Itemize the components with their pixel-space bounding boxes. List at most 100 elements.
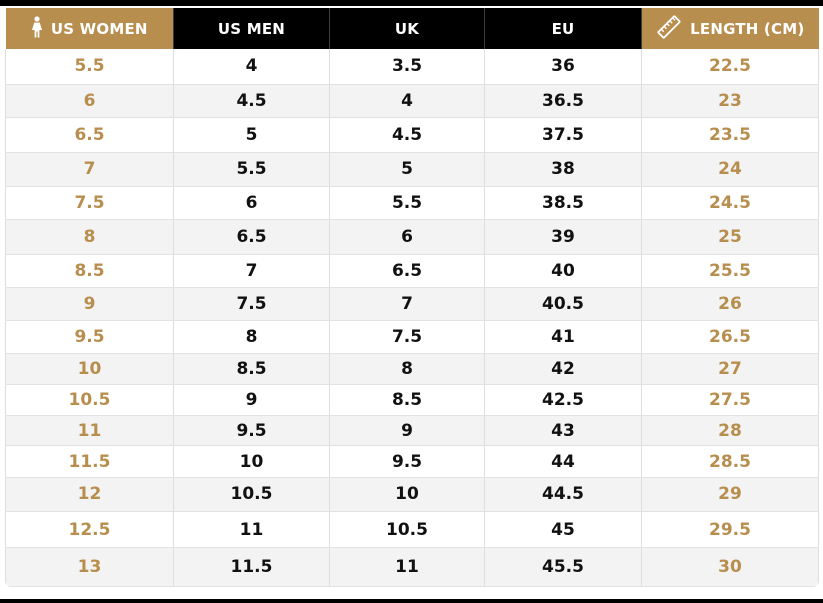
ruler-icon <box>656 14 682 44</box>
table-row: 6 4.5 4 36.5 23 <box>5 84 819 119</box>
cell-uk: 4.5 <box>329 117 485 153</box>
cell-us-women: 10.5 <box>5 384 174 417</box>
cell-us-men: 7 <box>173 254 330 288</box>
header-us-men: US MEN <box>173 8 330 49</box>
cell-uk: 7.5 <box>329 320 485 354</box>
cell-us-women: 8.5 <box>5 254 174 288</box>
cell-length: 27.5 <box>641 384 819 417</box>
cell-eu: 36 <box>484 49 642 85</box>
header-uk: UK <box>329 8 485 49</box>
cell-uk: 4 <box>329 84 485 119</box>
cell-us-men: 11.5 <box>173 547 330 587</box>
cell-eu: 40.5 <box>484 287 642 322</box>
cell-uk: 5 <box>329 152 485 187</box>
cell-length: 26.5 <box>641 320 819 354</box>
cell-eu: 38.5 <box>484 186 642 221</box>
table-row: 8.5 7 6.5 40 25.5 <box>5 254 819 288</box>
cell-us-women: 10 <box>5 353 174 385</box>
cell-us-men: 6 <box>173 186 330 221</box>
table-row: 11 9.5 9 43 28 <box>5 415 819 447</box>
size-chart-body: 5.5 4 3.5 36 22.5 6 4.5 4 36.5 23 6.5 5 4.5 37.5 23.5 7… <box>5 49 819 587</box>
cell-length: 29 <box>641 477 819 513</box>
cell-us-women: 13 <box>5 547 174 587</box>
cell-us-women: 12.5 <box>5 511 174 549</box>
cell-eu: 40 <box>484 254 642 288</box>
cell-us-women: 11.5 <box>5 445 174 478</box>
cell-eu: 44 <box>484 445 642 478</box>
cell-us-women: 11 <box>5 415 174 447</box>
cell-uk: 11 <box>329 547 485 587</box>
cell-us-men: 5.5 <box>173 152 330 187</box>
cell-uk: 8.5 <box>329 384 485 417</box>
cell-us-men: 9 <box>173 384 330 417</box>
cell-us-men: 4 <box>173 49 330 85</box>
cell-length: 28.5 <box>641 445 819 478</box>
cell-length: 27 <box>641 353 819 385</box>
table-row: 12 10.5 10 44.5 29 <box>5 477 819 513</box>
cell-length: 23.5 <box>641 117 819 153</box>
cell-uk: 6.5 <box>329 254 485 288</box>
cell-uk: 9 <box>329 415 485 447</box>
cell-eu: 41 <box>484 320 642 354</box>
table-row: 6.5 5 4.5 37.5 23.5 <box>5 117 819 153</box>
cell-eu: 39 <box>484 219 642 255</box>
table-row: 13 11.5 11 45.5 30 <box>5 547 819 587</box>
cell-us-men: 4.5 <box>173 84 330 119</box>
cell-length: 25 <box>641 219 819 255</box>
cell-uk: 3.5 <box>329 49 485 85</box>
cell-us-women: 6.5 <box>5 117 174 153</box>
cell-us-men: 10 <box>173 445 330 478</box>
table-row: 11.5 10 9.5 44 28.5 <box>5 445 819 478</box>
cell-uk: 6 <box>329 219 485 255</box>
cell-eu: 42 <box>484 353 642 385</box>
table-row: 8 6.5 6 39 25 <box>5 219 819 255</box>
cell-uk: 7 <box>329 287 485 322</box>
header-us-women-label: US WOMEN <box>50 19 148 38</box>
cell-eu: 45.5 <box>484 547 642 587</box>
cell-us-men: 7.5 <box>173 287 330 322</box>
table-row: 10.5 9 8.5 42.5 27.5 <box>5 384 819 417</box>
cell-us-women: 7 <box>5 152 174 187</box>
cell-eu: 43 <box>484 415 642 447</box>
cell-us-men: 5 <box>173 117 330 153</box>
cell-us-men: 8 <box>173 320 330 354</box>
cell-uk: 8 <box>329 353 485 385</box>
cell-eu: 44.5 <box>484 477 642 513</box>
cell-us-men: 6.5 <box>173 219 330 255</box>
table-row: 7.5 6 5.5 38.5 24.5 <box>5 186 819 221</box>
table-row: 10 8.5 8 42 27 <box>5 353 819 385</box>
cell-eu: 45 <box>484 511 642 549</box>
cell-length: 22.5 <box>641 49 819 85</box>
cell-eu: 36.5 <box>484 84 642 119</box>
woman-icon <box>31 15 43 42</box>
cell-length: 29.5 <box>641 511 819 549</box>
cell-length: 25.5 <box>641 254 819 288</box>
cell-uk: 9.5 <box>329 445 485 478</box>
cell-eu: 37.5 <box>484 117 642 153</box>
cell-uk: 10.5 <box>329 511 485 549</box>
cell-eu: 42.5 <box>484 384 642 417</box>
cell-us-men: 9.5 <box>173 415 330 447</box>
header-length-label: LENGTH (CM) <box>690 19 805 38</box>
cell-us-men: 10.5 <box>173 477 330 513</box>
cell-us-women: 5.5 <box>5 49 174 85</box>
cell-us-women: 6 <box>5 84 174 119</box>
cell-length: 23 <box>641 84 819 119</box>
header-eu: EU <box>484 8 642 49</box>
cell-us-women: 7.5 <box>5 186 174 221</box>
cell-length: 24.5 <box>641 186 819 221</box>
table-row: 9.5 8 7.5 41 26.5 <box>5 320 819 354</box>
table-row: 9 7.5 7 40.5 26 <box>5 287 819 322</box>
table-row: 12.5 11 10.5 45 29.5 <box>5 511 819 549</box>
top-border <box>0 0 823 6</box>
header-length: LENGTH (CM) <box>641 8 819 49</box>
header-us-women: US WOMEN <box>5 8 174 49</box>
bottom-border <box>0 599 823 603</box>
table-row: 7 5.5 5 38 24 <box>5 152 819 187</box>
header-row: US WOMEN US MEN UK EU <box>5 8 819 49</box>
cell-eu: 38 <box>484 152 642 187</box>
size-chart-table: US WOMEN US MEN UK EU <box>5 8 819 587</box>
cell-uk: 5.5 <box>329 186 485 221</box>
cell-length: 30 <box>641 547 819 587</box>
cell-us-men: 11 <box>173 511 330 549</box>
